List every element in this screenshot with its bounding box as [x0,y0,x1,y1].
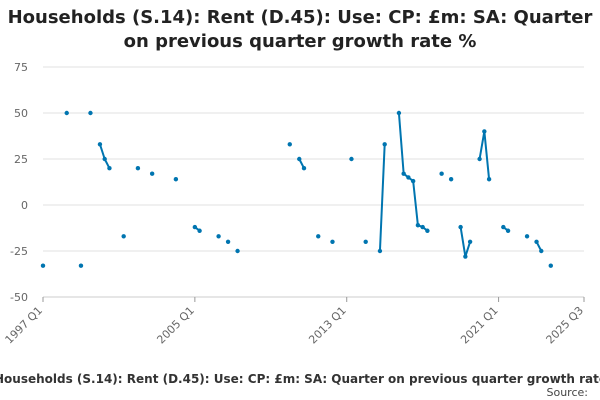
data-point [382,142,387,147]
series-line-segment [98,143,106,160]
data-point [297,156,302,162]
data-point [524,234,530,239]
data-point [448,177,454,182]
data-point [135,166,141,171]
data-point [102,156,107,162]
data-point [88,110,93,116]
data-point [197,228,202,233]
data-point [192,224,198,230]
chart-title: Households (S.14): Rent (D.45): Use: CP:… [0,6,600,54]
series-line-segment [478,130,486,160]
y-tick-label: 0 [21,199,28,212]
data-point [539,248,544,254]
data-point [149,171,155,176]
data-point [121,234,126,239]
x-tick-label: 2021 Q1 [458,304,501,347]
data-point [505,228,511,233]
series-line-segment [464,240,472,258]
chart-title-line-1: Households (S.14): Rent (D.45): Use: CP:… [7,7,593,28]
data-point [78,263,84,268]
x-tick-label: 2005 Q1 [154,304,197,347]
series-footer-label: Households (S.14): Rent (D.45): Use: CP:… [0,372,600,386]
data-point [301,166,307,171]
data-point [349,156,354,162]
y-tick-label: 25 [14,153,28,166]
data-point [420,224,425,230]
data-point [40,263,46,268]
data-point [548,263,553,268]
y-tick-label: -25 [10,245,28,258]
source-label: Source: [546,386,589,399]
data-point [97,142,103,147]
series-line-segment [378,143,386,252]
y-tick-label: -50 [10,291,28,304]
x-tick-label: 2025 Q3 [544,304,587,347]
series-line-segment [397,112,405,175]
data-point [486,177,492,182]
data-point [401,171,406,176]
data-point [330,239,335,244]
data-point [316,234,321,239]
data-point [363,239,368,244]
x-tick-label: 1997 Q1 [3,304,46,347]
data-point [406,175,411,180]
data-point [107,166,112,171]
series-line-segment [412,180,419,227]
data-point [501,224,506,230]
data-point [377,248,383,254]
data-point [225,239,231,244]
data-point [534,239,539,244]
data-point [463,254,468,259]
x-tick-label: 2013 Q1 [306,304,349,347]
data-point [477,156,482,162]
chart-title-line-2: on previous quarter growth rate % [123,31,477,52]
y-tick-label: 75 [14,61,28,74]
series-line-segment [459,226,467,258]
data-point [467,239,473,244]
series-line-segment [483,130,491,181]
data-point [458,224,463,230]
data-point [173,177,179,182]
data-point [287,142,292,147]
data-point [410,178,416,184]
data-point [439,171,444,176]
y-tick-label: 50 [14,107,28,120]
data-point [482,129,487,134]
data-point [216,234,221,239]
data-point [396,110,402,116]
data-point [415,223,421,228]
data-point [235,248,240,254]
data-point [425,228,430,233]
data-point [64,110,69,116]
